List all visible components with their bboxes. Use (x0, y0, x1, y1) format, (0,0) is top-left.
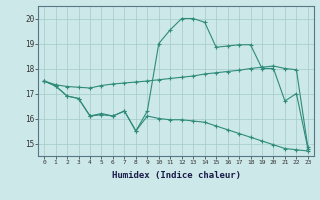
X-axis label: Humidex (Indice chaleur): Humidex (Indice chaleur) (111, 171, 241, 180)
